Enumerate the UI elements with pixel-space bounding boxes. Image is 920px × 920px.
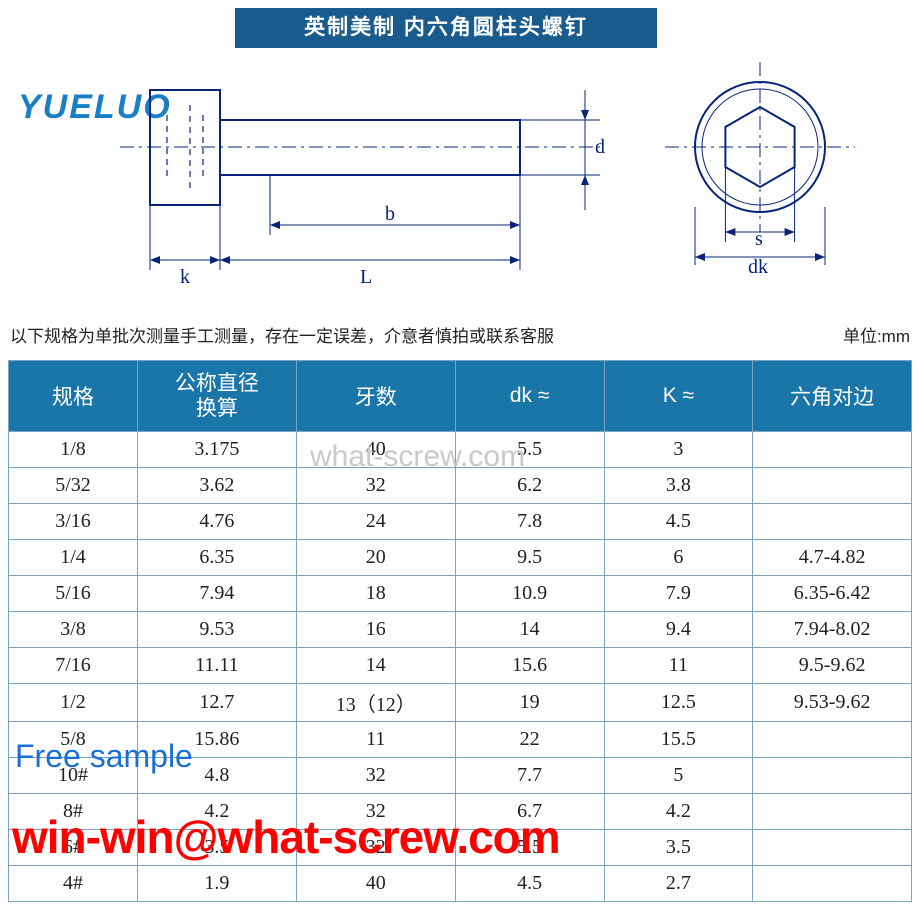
table-cell	[753, 830, 912, 866]
table-cell: 7.94-8.02	[753, 612, 912, 648]
table-cell: 7.9	[604, 576, 753, 612]
dim-dk-label: dk	[748, 256, 768, 278]
table-cell: 4#	[9, 866, 138, 902]
table-row: 3/164.76247.84.5	[9, 504, 912, 540]
table-cell: 3	[604, 432, 753, 468]
table-cell	[753, 758, 912, 794]
table-cell: 16	[296, 612, 455, 648]
table-cell: 1/2	[9, 684, 138, 722]
table-cell: 4.5	[455, 866, 604, 902]
table-cell: 6	[604, 540, 753, 576]
table-cell: 40	[296, 866, 455, 902]
table-cell: 7.8	[455, 504, 604, 540]
table-row: 5/323.62326.23.8	[9, 468, 912, 504]
table-cell: 9.5-9.62	[753, 648, 912, 684]
title-bar: 英制美制 内六角圆柱头螺钉	[235, 8, 657, 48]
table-cell: 32	[296, 468, 455, 504]
th-k: K ≈	[604, 361, 753, 432]
table-cell: 9.53	[138, 612, 297, 648]
table-cell: 11	[296, 722, 455, 758]
table-row: 5/167.941810.97.96.35-6.42	[9, 576, 912, 612]
table-row: 4#1.9404.52.7	[9, 866, 912, 902]
table-cell: 12.7	[138, 684, 297, 722]
table-cell: 18	[296, 576, 455, 612]
table-cell: 5.5	[455, 432, 604, 468]
table-cell: 9.5	[455, 540, 604, 576]
table-cell: 14	[296, 648, 455, 684]
table-cell: 24	[296, 504, 455, 540]
dim-k-label: k	[180, 266, 190, 288]
th-hex: 六角对边	[753, 361, 912, 432]
table-cell: 3/8	[9, 612, 138, 648]
table-cell: 1.9	[138, 866, 297, 902]
table-cell: 4.5	[604, 504, 753, 540]
table-cell: 4.2	[604, 794, 753, 830]
table-cell: 15.6	[455, 648, 604, 684]
table-cell: 5	[604, 758, 753, 794]
table-cell: 5/16	[9, 576, 138, 612]
table-row: 7/1611.111415.6119.5-9.62	[9, 648, 912, 684]
contact-email: win-win@what-screw.com	[12, 810, 560, 864]
table-cell: 12.5	[604, 684, 753, 722]
table-cell: 22	[455, 722, 604, 758]
table-cell: 13（12）	[296, 684, 455, 722]
table-cell: 19	[455, 684, 604, 722]
table-cell	[753, 866, 912, 902]
table-cell: 3.5	[604, 830, 753, 866]
free-sample-overlay: Free sample	[15, 738, 193, 775]
table-cell: 10.9	[455, 576, 604, 612]
dim-b-label: b	[385, 203, 395, 225]
table-cell: 15.5	[604, 722, 753, 758]
table-cell: 5/32	[9, 468, 138, 504]
table-header-row: 规格 公称直径换算 牙数 dk ≈ K ≈ 六角对边	[9, 361, 912, 432]
table-cell: 4.76	[138, 504, 297, 540]
table-cell: 9.53-9.62	[753, 684, 912, 722]
table-cell: 6.35-6.42	[753, 576, 912, 612]
table-cell: 9.4	[604, 612, 753, 648]
table-cell	[753, 468, 912, 504]
unit-label: 单位:mm	[843, 322, 910, 347]
dim-L-label: L	[360, 266, 372, 288]
table-cell: 20	[296, 540, 455, 576]
note-row: 以下规格为单批次测量手工测量，存在一定误差，介意者慎拍或联系客服 单位:mm	[10, 322, 910, 347]
table-cell: 7.94	[138, 576, 297, 612]
table-cell	[753, 794, 912, 830]
table-cell: 7.7	[455, 758, 604, 794]
table-cell	[753, 504, 912, 540]
table-cell	[753, 432, 912, 468]
table-cell: 11	[604, 648, 753, 684]
th-threads: 牙数	[296, 361, 455, 432]
note-text: 以下规格为单批次测量手工测量，存在一定误差，介意者慎拍或联系客服	[10, 322, 554, 347]
table-cell: 7/16	[9, 648, 138, 684]
table-row: 1/212.713（12）1912.59.53-9.62	[9, 684, 912, 722]
th-dk: dk ≈	[455, 361, 604, 432]
table-cell: 14	[455, 612, 604, 648]
table-row: 1/83.175405.53	[9, 432, 912, 468]
table-cell: 11.11	[138, 648, 297, 684]
table-row: 3/89.5316149.47.94-8.02	[9, 612, 912, 648]
table-cell: 32	[296, 758, 455, 794]
table-cell: 2.7	[604, 866, 753, 902]
table-cell: 3.8	[604, 468, 753, 504]
dim-d-label: d	[595, 136, 605, 158]
table-cell: 3/16	[9, 504, 138, 540]
table-cell: 1/8	[9, 432, 138, 468]
table-cell: 40	[296, 432, 455, 468]
table-cell: 3.62	[138, 468, 297, 504]
table-cell	[753, 722, 912, 758]
table-cell: 1/4	[9, 540, 138, 576]
table-row: 1/46.35209.564.7-4.82	[9, 540, 912, 576]
table-cell: 4.7-4.82	[753, 540, 912, 576]
dim-s-label: s	[755, 228, 763, 250]
table-cell: 3.175	[138, 432, 297, 468]
th-spec: 规格	[9, 361, 138, 432]
screw-diagram: d b L k s dk	[40, 55, 890, 300]
table-cell: 6.2	[455, 468, 604, 504]
table-cell: 6.35	[138, 540, 297, 576]
th-diameter: 公称直径换算	[138, 361, 297, 432]
